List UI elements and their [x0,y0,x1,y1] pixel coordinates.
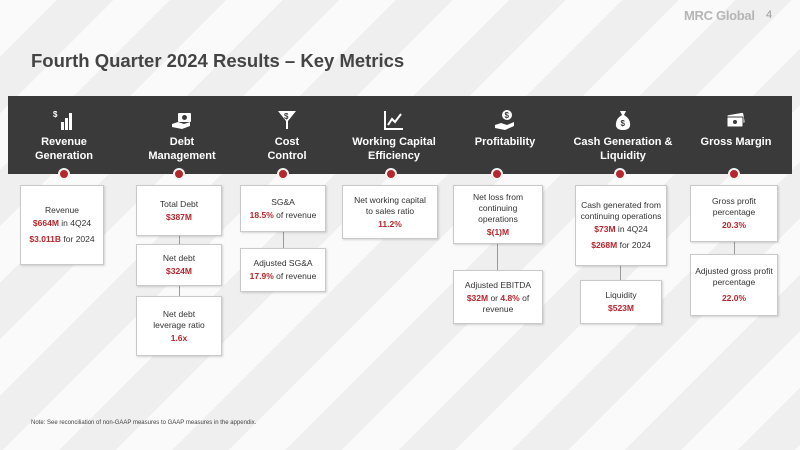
card-label: Cash generated from continuing operation… [580,200,662,221]
card-label: SG&A [271,196,295,207]
card-label: Adjusted SG&A [253,258,313,268]
column-label: Cost Control [267,136,307,162]
connector-dot [58,168,70,180]
column-label: Debt Management [148,136,216,162]
card-value: 22.0% [721,293,747,303]
column-label: Profitability [474,136,536,148]
card-value: 11.2% [378,218,402,229]
net-debt-leverage-card: Net debt leverage ratio 1.6x [136,296,222,356]
line-chart-icon [382,108,406,132]
column-label: Cash Generation & Liquidity [573,136,673,162]
cash-generated-card: Cash generated from continuing operation… [575,185,667,266]
card-suffix: for 2024 [61,234,95,244]
revenue-card: Revenue $664M in 4Q24 $3.011B for 2024 [20,185,104,265]
card-label: Net debt leverage ratio [153,308,205,330]
column-header-revenue: $ Revenue Generation [29,96,99,174]
column-header-cost: $ Cost Control [252,96,322,174]
hand-coin-icon: $ [493,108,517,132]
column-header-debt: Debt Management [142,96,222,174]
column-label: Gross Margin [700,136,772,148]
connector-dot [491,168,503,180]
column-header-working-capital: Working Capital Efficiency [344,96,444,174]
gross-profit-card: Gross profit percentage 20.3% [690,185,778,242]
card-suffix: for 2024 [617,240,651,250]
page-number: 4 [766,9,773,21]
svg-text:$: $ [621,119,626,128]
net-working-capital-card: Net working capital to sales ratio 11.2% [342,185,438,239]
connector-line [179,236,180,244]
card-value: $(1)M [486,226,510,237]
adjusted-gross-profit-card: Adjusted gross profit percentage 22.0% [690,254,778,316]
card-value: 18.5% [249,209,274,220]
column-label: Working Capital Efficiency [352,136,436,162]
connector-dot [728,168,740,180]
svg-text:$: $ [284,112,289,121]
total-debt-card: Total Debt $387M [136,185,222,236]
card-value: $664M [32,218,59,228]
connector-dot [173,168,185,180]
card-value: $387M [166,211,192,222]
connector-line [179,286,180,296]
card-value: 1.6x [170,332,188,343]
net-debt-card: Net debt $324M [136,244,222,286]
liquidity-card: Liquidity $523M [580,280,662,324]
net-loss-card: Net loss from continuing operations $(1)… [453,185,543,244]
card-value: $73M [594,224,616,234]
card-suffix: of revenue [273,209,317,220]
connector-line [734,242,735,254]
card-suffix: in 4Q24 [615,224,648,234]
column-label: Revenue Generation [34,136,94,162]
svg-text:$: $ [505,111,510,120]
footnote: Note: See reconciliation of non-GAAP mea… [31,420,257,426]
dollar-funnel-icon: $ [275,108,299,132]
card-value: $268M [591,240,618,250]
card-suffix: in 4Q24 [58,218,92,228]
bar-chart-dollar-icon: $ [52,108,76,132]
card-value: $32M [466,292,489,303]
card-suffix: or [488,292,501,303]
card-label: Gross profit percentage [712,196,756,217]
column-header-cash: $ Cash Generation & Liquidity [568,96,678,174]
card-label: Adjusted EBITDA [464,279,532,290]
svg-text:$: $ [53,110,58,119]
adjusted-sga-card: Adjusted SG&A 17.9% of revenue [240,248,326,292]
card-label: Adjusted gross profit percentage [695,266,773,287]
card-suffix: of revenue [482,292,530,314]
page-title: Fourth Quarter 2024 Results – Key Metric… [31,50,405,71]
adjusted-ebitda-card: Adjusted EBITDA $32M or 4.8% of revenue [453,270,543,324]
column-header-gross-margin: Gross Margin [696,96,776,174]
card-value: $3.011B [29,234,62,244]
connector-line [497,244,498,270]
card-label: Net debt [162,253,196,263]
card-label: Net working capital to sales ratio [354,194,426,216]
connector-dot [277,168,289,180]
connector-dot [614,168,626,180]
card-value: $523M [608,303,634,313]
connector-line [283,232,284,248]
connector-line [620,266,621,280]
connector-dot [385,168,397,180]
card-value: 20.3% [721,220,747,230]
card-label: Revenue [44,205,80,215]
card-label: Net loss from continuing operations [472,191,524,224]
money-bag-icon: $ [611,108,635,132]
card-label: Total Debt [159,198,199,209]
company-logo: MRC Global [684,8,755,23]
card-value: 4.8% [500,292,520,303]
card-value: $324M [166,266,192,276]
metric-category-band: $ Revenue Generation Debt Management $ C… [8,96,792,174]
card-value: 17.9% [249,271,274,281]
column-header-profitability: $ Profitability [460,96,550,174]
card-suffix: of revenue [273,271,317,281]
sga-card: SG&A 18.5% of revenue [240,185,326,232]
hand-money-icon [170,108,194,132]
cash-icon [724,108,748,132]
card-label: Liquidity [605,290,637,300]
